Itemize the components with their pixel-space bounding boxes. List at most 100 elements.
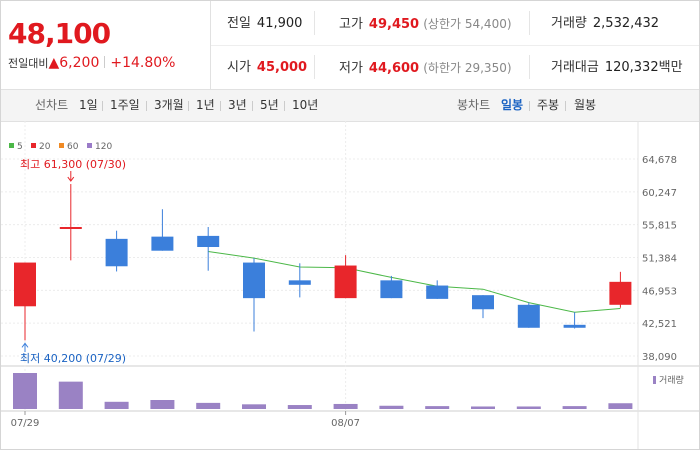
divider — [104, 56, 106, 68]
up-arrow-icon — [21, 342, 29, 348]
high-annotation: 최고 61,300 (07/30) — [20, 158, 126, 171]
stat-open: 시가 45,000 — [227, 45, 307, 89]
candle-body — [243, 262, 265, 299]
legend-swatch — [59, 143, 64, 148]
amount-unit: 백만 — [658, 60, 683, 75]
stat-label: 거래대금 — [551, 60, 599, 75]
stat-value: 41,900 — [256, 16, 303, 31]
y-tick-label: 64,678 — [642, 155, 677, 166]
upper-limit: (상한가 54,400) — [423, 17, 512, 31]
candle-body — [609, 281, 632, 305]
period-3y-button[interactable]: 3년 — [228, 98, 247, 112]
stat-label: 시가 — [227, 60, 251, 75]
candle-body — [426, 285, 449, 299]
y-tick-label: 60,247 — [642, 188, 677, 199]
divider — [284, 101, 285, 111]
y-tick-label: 51,384 — [642, 254, 677, 265]
x-tick-label: 08/07 — [331, 418, 360, 429]
stat-label: 저가 — [339, 61, 363, 76]
change-percent: +14.80% — [110, 55, 176, 71]
stat-value: 45,000 — [256, 60, 308, 75]
legend-swatch — [9, 143, 14, 148]
legend-label-ma5: 5 — [17, 142, 23, 152]
volume-bar — [196, 402, 221, 409]
volume-bar — [13, 373, 37, 409]
change-value: 6,200 — [59, 55, 100, 71]
y-tick-label: 55,815 — [642, 221, 677, 232]
volume-legend-label: 거래량 — [659, 374, 684, 386]
period-5y-button[interactable]: 5년 — [260, 98, 279, 112]
volume-bar — [333, 403, 358, 409]
divider — [529, 55, 530, 79]
stat-low: 저가 44,600 (하한가 29,350) — [339, 45, 512, 89]
stat-label: 전일 — [227, 16, 251, 31]
stat-label: 거래량 — [551, 16, 587, 31]
volume-bar — [242, 404, 266, 409]
stat-volume: 거래량 2,532,432 — [551, 1, 659, 45]
stat-value: 49,450 — [368, 17, 420, 32]
x-axis-ticks: 07/29 08/07 — [11, 411, 360, 429]
stat-value: 2,532,432 — [592, 16, 660, 31]
y-axis-ticks: 64,678 60,247 55,815 51,384 46,953 42,521 38,0… — [642, 155, 677, 363]
candle-daily-button[interactable]: 일봉 — [501, 98, 524, 112]
volume-bar — [104, 401, 129, 409]
candle-body — [334, 265, 357, 299]
candle-weekly-button[interactable]: 주봉 — [537, 98, 560, 112]
low-annotation: 최저 40,200 (07/29) — [20, 352, 126, 365]
candle-body — [105, 238, 128, 267]
candles — [14, 184, 632, 341]
volume-bar — [379, 405, 404, 409]
candle-body — [563, 324, 586, 328]
stat-amount: 거래대금 120,332백만 — [551, 45, 683, 89]
y-tick-label: 42,521 — [642, 319, 677, 330]
y-tick-label: 46,953 — [642, 286, 677, 297]
candle-body — [472, 295, 494, 310]
chart-toolbar: 선차트 1일 1주일 3개월 1년 3년 5년 10년 봉차트 일봉 주봉 월봉 — [1, 89, 699, 122]
volume-bar — [516, 406, 541, 409]
divider — [102, 101, 103, 111]
divider — [529, 11, 530, 35]
down-arrow-icon — [67, 176, 75, 182]
candle-body — [151, 236, 174, 251]
candle-body — [380, 280, 403, 299]
price-summary: 48,100 전일대비▲6,200 +14.80% — [1, 1, 211, 89]
period-3m-button[interactable]: 3개월 — [154, 98, 184, 112]
divider — [314, 55, 315, 79]
period-1d-button[interactable]: 1일 — [79, 98, 98, 112]
stat-prev: 전일 41,900 — [227, 1, 302, 45]
divider — [565, 101, 566, 111]
annotations: 최고 61,300 (07/30) 최저 40,200 (07/29) — [20, 158, 126, 365]
volume-bar — [608, 403, 633, 409]
line-chart-label: 선차트 — [35, 98, 69, 112]
ma5-line — [208, 251, 621, 313]
legend-label-ma60: 60 — [67, 142, 79, 152]
stats-row: 전일 41,900 고가 49,450 (상한가 54,400) 거래량 2,532,… — [211, 1, 699, 46]
period-1w-button[interactable]: 1주일 — [110, 98, 140, 112]
candle-monthly-button[interactable]: 월봉 — [574, 98, 597, 112]
divider — [314, 11, 315, 35]
legend-label-ma120: 120 — [95, 142, 112, 152]
divider — [529, 101, 530, 111]
candle-body — [517, 304, 540, 328]
y-tick-label: 38,090 — [642, 352, 677, 363]
candle-body — [59, 227, 82, 230]
volume-bar — [425, 406, 450, 409]
volume-bar — [287, 405, 312, 409]
change-label: 전일대비 — [8, 57, 49, 70]
price-change: 전일대비▲6,200 +14.80% — [8, 55, 175, 71]
period-10y-button[interactable]: 10년 — [292, 98, 319, 112]
x-tick-label: 07/29 — [11, 418, 40, 429]
ma-legend: 5 20 60 120 — [9, 142, 112, 152]
period-1y-button[interactable]: 1년 — [196, 98, 215, 112]
stats-table: 전일 41,900 고가 49,450 (상한가 54,400) 거래량 2,532,… — [211, 1, 699, 89]
legend-swatch — [87, 143, 92, 148]
divider — [252, 101, 253, 111]
volume-bar — [58, 381, 83, 409]
divider — [220, 101, 221, 111]
current-price: 48,100 — [8, 17, 111, 50]
stat-value: 44,600 — [368, 61, 420, 76]
stat-label: 고가 — [339, 17, 363, 32]
divider — [188, 101, 189, 111]
